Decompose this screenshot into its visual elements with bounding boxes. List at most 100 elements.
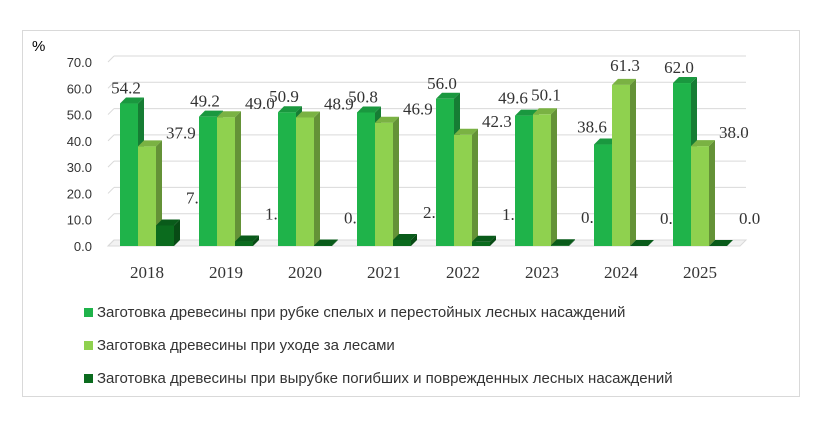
bar-side — [709, 140, 715, 246]
bar-top — [314, 239, 338, 246]
bar-side — [569, 239, 575, 246]
gridline-side — [107, 160, 115, 168]
bar-top — [454, 128, 478, 135]
gridline-side — [107, 187, 115, 194]
gridline-side — [107, 55, 115, 63]
y-tick-label: 10.0 — [67, 213, 92, 228]
bar-top — [375, 116, 399, 123]
gridline-side — [107, 239, 115, 247]
bar-side — [551, 108, 557, 247]
bar-top — [691, 140, 715, 147]
x-tick-label: 2019 — [209, 263, 243, 282]
bar-top — [515, 109, 539, 116]
bar — [393, 239, 411, 246]
bar — [551, 245, 569, 246]
bar — [199, 116, 217, 246]
y-tick-label: 20.0 — [67, 186, 92, 201]
data-label: 49.6 — [498, 89, 528, 108]
bar-side — [472, 128, 478, 246]
x-tick-label: 2023 — [525, 263, 559, 282]
bar-top — [393, 233, 417, 240]
data-label: 38.0 — [719, 123, 749, 142]
legend-swatch-mature-felling — [84, 308, 93, 317]
y-tick-label: 30.0 — [67, 160, 92, 175]
bar — [217, 117, 235, 246]
gridline-side — [107, 134, 115, 142]
x-tick-label: 2024 — [604, 263, 639, 282]
x-tick-label: 2025 — [683, 263, 717, 282]
bar-top — [296, 111, 320, 118]
gridline-side — [107, 81, 115, 89]
data-label: 56.0 — [427, 74, 457, 93]
bar-side — [393, 116, 399, 246]
bar-top — [630, 240, 654, 246]
legend-item-damaged-felling: Заготовка древесины при вырубке погибших… — [84, 362, 673, 395]
bar-top — [709, 240, 733, 246]
x-tick-label: 2021 — [367, 263, 401, 282]
bar-top — [472, 235, 496, 242]
bar-top — [120, 97, 144, 104]
bar — [533, 114, 551, 247]
bar-top — [138, 140, 162, 147]
data-label: 38.6 — [577, 118, 607, 137]
bar — [612, 84, 630, 247]
bar — [120, 103, 138, 246]
bar-top — [278, 106, 302, 113]
y-tick-label: 70.0 — [67, 55, 92, 70]
data-label: 48.9 — [324, 94, 354, 113]
legend-label-forest-care: Заготовка древесины при уходе за лесами — [97, 337, 395, 354]
bar — [454, 134, 472, 246]
bar — [235, 241, 253, 246]
data-label: 62.0 — [664, 58, 694, 77]
bar — [375, 122, 393, 246]
x-tick-label: 2018 — [130, 263, 164, 282]
bar-side — [156, 140, 162, 246]
bar — [156, 225, 174, 246]
data-label: 61.3 — [610, 56, 640, 75]
bar-top — [156, 219, 180, 226]
y-unit-label: % — [32, 38, 46, 55]
bar — [357, 112, 375, 247]
y-tick-label: 50.0 — [67, 108, 92, 123]
chart-legend: Заготовка древесины при рубке спелых и п… — [84, 296, 673, 395]
bar-side — [630, 78, 636, 247]
y-tick-label: 40.0 — [67, 134, 92, 149]
data-label: 49.0 — [245, 94, 275, 113]
gridline-side — [107, 213, 115, 221]
bar-top — [612, 78, 636, 85]
legend-swatch-damaged-felling — [84, 374, 93, 383]
bar-top — [199, 110, 223, 117]
legend-item-forest-care: Заготовка древесины при уходе за лесами — [84, 329, 673, 362]
x-tick-label: 2022 — [446, 263, 480, 282]
legend-label-mature-felling: Заготовка древесины при рубке спелых и п… — [97, 304, 626, 321]
bar-top — [533, 108, 557, 115]
bar — [278, 112, 296, 246]
bar-top — [551, 239, 575, 246]
bar-top — [673, 77, 697, 84]
data-label: 42.3 — [482, 112, 512, 131]
bar — [691, 146, 709, 246]
bar — [515, 115, 533, 246]
bar-top — [217, 111, 241, 118]
bar-side — [411, 233, 417, 246]
data-label: 37.9 — [166, 123, 196, 142]
legend-label-damaged-felling: Заготовка древесины при вырубке погибших… — [97, 370, 673, 387]
bar — [296, 117, 314, 246]
data-label: 50.8 — [348, 87, 378, 106]
bar-side — [174, 219, 180, 246]
bar — [594, 144, 612, 246]
y-tick-label: 60.0 — [67, 81, 92, 96]
bar-side — [253, 235, 259, 246]
data-label: 50.9 — [269, 87, 299, 106]
bar-top — [235, 235, 259, 242]
data-label: 50.1 — [531, 85, 561, 104]
bar-top — [357, 106, 381, 113]
bar-side — [490, 235, 496, 246]
x-tick-label: 2020 — [288, 263, 322, 282]
bar — [673, 83, 691, 247]
gridline-side — [107, 108, 115, 115]
bar-side — [332, 239, 338, 246]
bar-side — [235, 111, 241, 246]
bar — [472, 241, 490, 246]
